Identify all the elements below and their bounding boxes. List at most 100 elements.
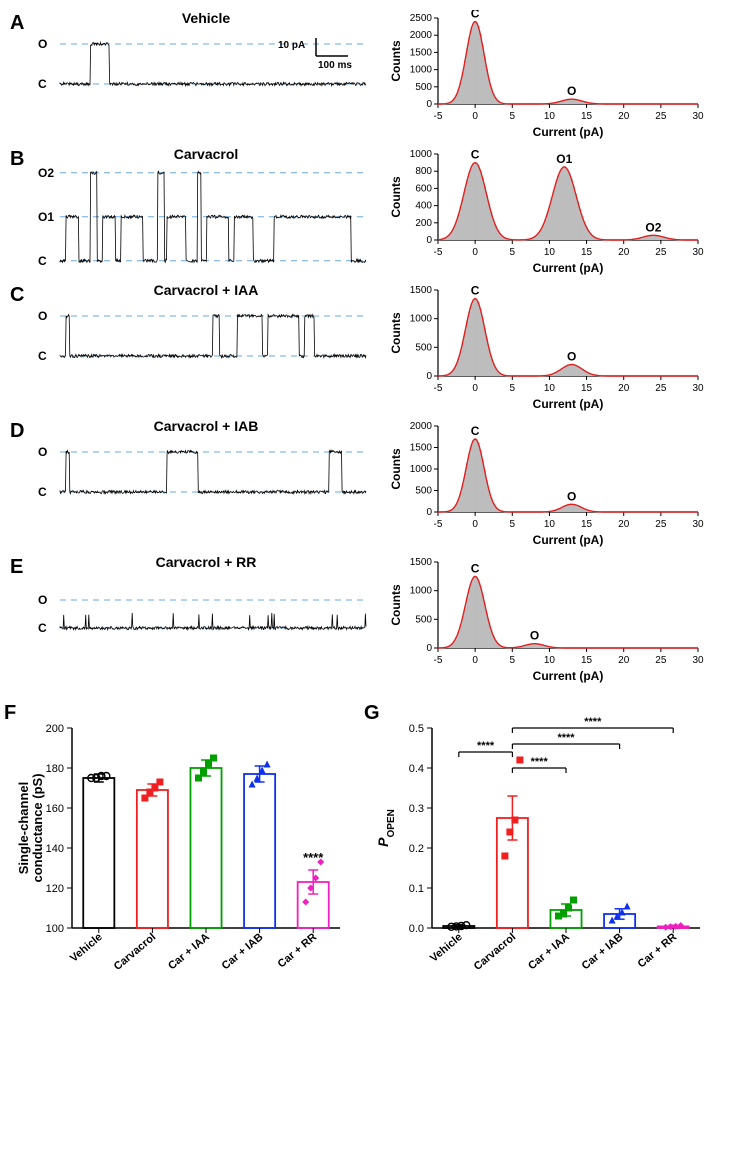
svg-text:25: 25 (655, 111, 667, 122)
svg-text:conductance (pS): conductance (pS) (30, 773, 45, 882)
svg-text:0.5: 0.5 (409, 723, 424, 735)
panel-A: AVehicleOC10 pA100 ms-5051015202530Curre… (10, 10, 723, 140)
panel-E: ECarvacrol + RROC-5051015202530Current (… (10, 554, 723, 684)
svg-text:0: 0 (426, 507, 432, 518)
svg-text:O1: O1 (556, 152, 572, 166)
svg-text:500: 500 (415, 614, 432, 625)
trace-title-E: Carvacrol + RR (36, 554, 376, 570)
svg-text:Car + IAA: Car + IAA (166, 931, 212, 972)
svg-text:****: **** (584, 716, 602, 728)
svg-text:10 pA: 10 pA (278, 40, 305, 51)
svg-text:C: C (38, 485, 47, 499)
svg-text:Counts: Counts (389, 584, 403, 626)
svg-text:0: 0 (472, 383, 478, 394)
histogram-A: -5051015202530Current (pA)05001000150020… (386, 10, 706, 140)
svg-text:0: 0 (426, 99, 432, 110)
histogram-E: -5051015202530Current (pA)050010001500Co… (386, 554, 706, 684)
panel-C: CCarvacrol + IAAOC-5051015202530Current … (10, 282, 723, 412)
panel-label-A: A (10, 10, 36, 35)
svg-text:-5: -5 (434, 655, 443, 666)
svg-text:Current (pA): Current (pA) (533, 533, 604, 547)
svg-text:1000: 1000 (410, 314, 433, 325)
svg-text:C: C (471, 284, 480, 298)
panel-F: F 100120140160180200Single-channelconduc… (10, 704, 350, 1004)
svg-text:25: 25 (655, 247, 667, 258)
svg-text:Counts: Counts (389, 312, 403, 354)
svg-text:Vehicle: Vehicle (68, 931, 105, 965)
svg-text:Car + RR: Car + RR (276, 931, 320, 970)
panel-label-C: C (10, 282, 36, 307)
panel-label-F: F (4, 700, 30, 725)
svg-text:POPEN: POPEN (375, 809, 397, 847)
svg-text:C: C (38, 77, 47, 91)
svg-text:****: **** (557, 732, 575, 744)
svg-text:C: C (471, 148, 480, 162)
svg-text:20: 20 (618, 519, 630, 530)
svg-text:O2: O2 (38, 166, 54, 180)
histogram-B: -5051015202530Current (pA)02004006008001… (386, 146, 706, 276)
svg-text:200: 200 (415, 218, 432, 229)
svg-text:100 ms: 100 ms (318, 60, 352, 71)
histogram-D: -5051015202530Current (pA)05001000150020… (386, 418, 706, 548)
svg-text:1500: 1500 (410, 557, 433, 568)
svg-text:25: 25 (655, 655, 667, 666)
svg-text:C: C (38, 349, 47, 363)
svg-text:10: 10 (544, 519, 556, 530)
trace-E: Carvacrol + RROC (36, 554, 376, 652)
panel-label-E: E (10, 554, 36, 579)
svg-text:0: 0 (472, 247, 478, 258)
svg-text:30: 30 (692, 247, 704, 258)
svg-text:30: 30 (692, 383, 704, 394)
svg-text:5: 5 (510, 519, 516, 530)
svg-text:-5: -5 (434, 247, 443, 258)
svg-text:1000: 1000 (410, 464, 433, 475)
svg-text:Current (pA): Current (pA) (533, 261, 604, 275)
svg-text:15: 15 (581, 247, 593, 258)
svg-text:500: 500 (415, 82, 432, 93)
svg-text:-5: -5 (434, 383, 443, 394)
svg-text:O2: O2 (645, 220, 661, 234)
svg-text:Current (pA): Current (pA) (533, 397, 604, 411)
svg-text:O: O (38, 37, 47, 51)
svg-text:O: O (567, 489, 576, 503)
svg-text:Counts: Counts (389, 176, 403, 218)
svg-text:-5: -5 (434, 111, 443, 122)
svg-text:20: 20 (618, 655, 630, 666)
svg-text:10: 10 (544, 383, 556, 394)
svg-text:C: C (38, 621, 47, 635)
svg-text:25: 25 (655, 519, 667, 530)
trace-A: Vehicle O C 10 pA 100 ms (36, 10, 376, 108)
svg-text:0.2: 0.2 (409, 843, 424, 855)
svg-text:Current (pA): Current (pA) (533, 669, 604, 683)
svg-text:5: 5 (510, 655, 516, 666)
svg-text:Vehicle: Vehicle (428, 931, 465, 965)
svg-text:15: 15 (581, 111, 593, 122)
svg-text:400: 400 (415, 201, 432, 212)
svg-text:1000: 1000 (410, 586, 433, 597)
svg-text:O1: O1 (38, 210, 54, 224)
panel-label-D: D (10, 418, 36, 443)
svg-text:0: 0 (472, 655, 478, 666)
svg-text:10: 10 (544, 655, 556, 666)
svg-text:****: **** (477, 740, 495, 752)
panel-B: BCarvacrolO2O1C-5051015202530Current (pA… (10, 146, 723, 276)
svg-text:0: 0 (472, 519, 478, 530)
trace-title-A: Vehicle (36, 10, 376, 26)
svg-text:1000: 1000 (410, 65, 433, 76)
svg-text:-5: -5 (434, 519, 443, 530)
svg-text:5: 5 (510, 111, 516, 122)
svg-text:0: 0 (426, 235, 432, 246)
trace-D: Carvacrol + IABOC (36, 418, 376, 516)
svg-text:****: **** (303, 850, 324, 865)
svg-text:Counts: Counts (389, 40, 403, 82)
svg-text:10: 10 (544, 247, 556, 258)
svg-text:5: 5 (510, 247, 516, 258)
svg-text:100: 100 (46, 923, 64, 935)
trace-title-C: Carvacrol + IAA (36, 282, 376, 298)
svg-text:120: 120 (46, 883, 64, 895)
svg-text:1500: 1500 (410, 443, 433, 454)
svg-text:25: 25 (655, 383, 667, 394)
svg-text:20: 20 (618, 383, 630, 394)
svg-text:Carvacrol: Carvacrol (472, 931, 519, 973)
panel-label-B: B (10, 146, 36, 171)
